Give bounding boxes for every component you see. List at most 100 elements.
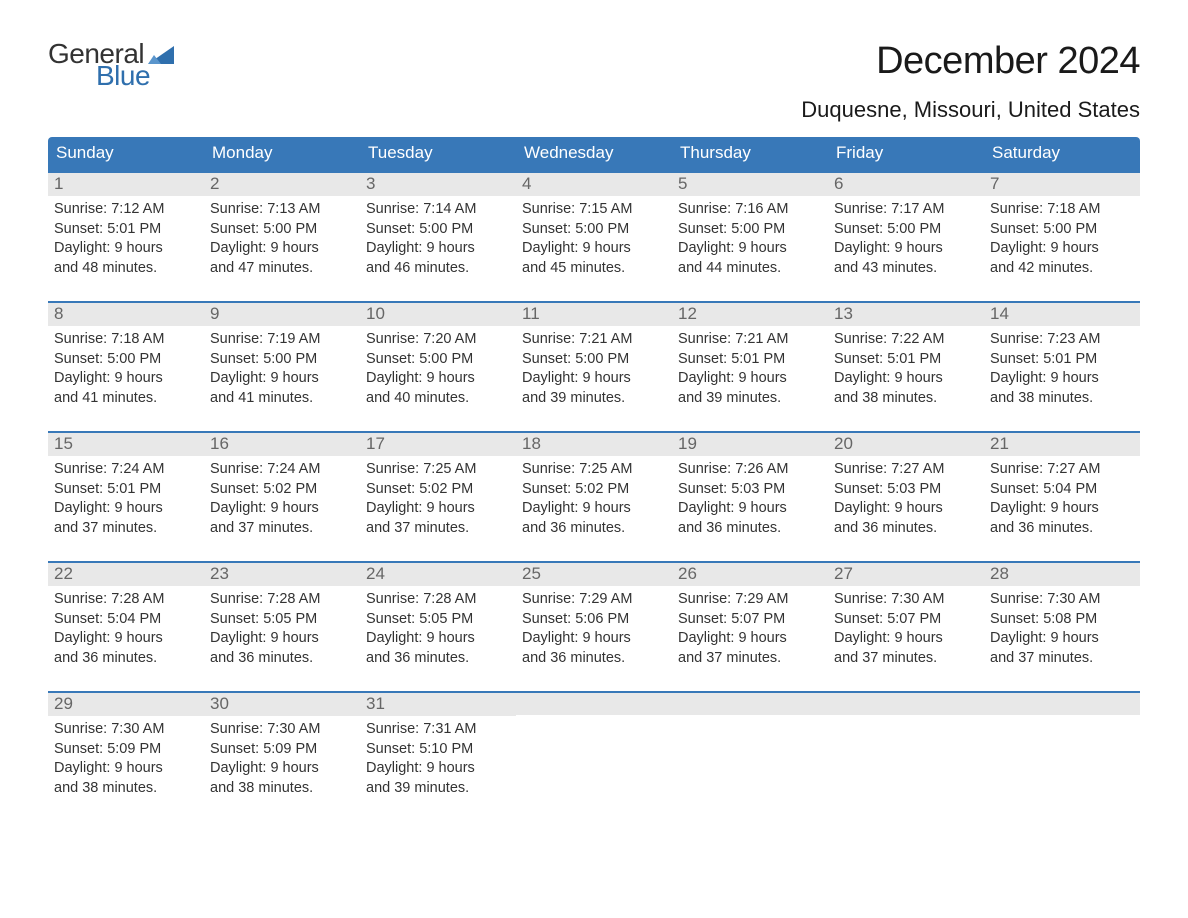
day-body: Sunrise: 7:27 AMSunset: 5:04 PMDaylight:… bbox=[984, 456, 1140, 542]
day-body: Sunrise: 7:25 AMSunset: 5:02 PMDaylight:… bbox=[516, 456, 672, 542]
day-number: 23 bbox=[204, 563, 360, 586]
daylight-text-line2: and 36 minutes. bbox=[834, 519, 978, 539]
sunset-text: Sunset: 5:00 PM bbox=[210, 350, 354, 370]
daylight-text-line1: Daylight: 9 hours bbox=[834, 499, 978, 519]
sunrise-text: Sunrise: 7:13 AM bbox=[210, 200, 354, 220]
daylight-text-line1: Daylight: 9 hours bbox=[366, 239, 510, 259]
sunset-text: Sunset: 5:01 PM bbox=[678, 350, 822, 370]
weekday-label: Sunday bbox=[48, 137, 204, 171]
day-body: Sunrise: 7:30 AMSunset: 5:07 PMDaylight:… bbox=[828, 586, 984, 672]
day-cell: 30Sunrise: 7:30 AMSunset: 5:09 PMDayligh… bbox=[204, 693, 360, 803]
daylight-text-line2: and 37 minutes. bbox=[366, 519, 510, 539]
daylight-text-line1: Daylight: 9 hours bbox=[366, 629, 510, 649]
daylight-text-line2: and 48 minutes. bbox=[54, 259, 198, 279]
weekday-header-row: Sunday Monday Tuesday Wednesday Thursday… bbox=[48, 137, 1140, 171]
day-number: 12 bbox=[672, 303, 828, 326]
day-number: 26 bbox=[672, 563, 828, 586]
sunrise-text: Sunrise: 7:28 AM bbox=[210, 590, 354, 610]
daylight-text-line2: and 42 minutes. bbox=[990, 259, 1134, 279]
daylight-text-line2: and 37 minutes. bbox=[990, 649, 1134, 669]
sunrise-text: Sunrise: 7:12 AM bbox=[54, 200, 198, 220]
daylight-text-line2: and 41 minutes. bbox=[210, 389, 354, 409]
sunrise-text: Sunrise: 7:29 AM bbox=[522, 590, 666, 610]
sunset-text: Sunset: 5:03 PM bbox=[834, 480, 978, 500]
daylight-text-line2: and 36 minutes. bbox=[522, 519, 666, 539]
sunset-text: Sunset: 5:09 PM bbox=[54, 740, 198, 760]
daylight-text-line2: and 39 minutes. bbox=[678, 389, 822, 409]
day-cell: 24Sunrise: 7:28 AMSunset: 5:05 PMDayligh… bbox=[360, 563, 516, 673]
daylight-text-line1: Daylight: 9 hours bbox=[210, 759, 354, 779]
daylight-text-line1: Daylight: 9 hours bbox=[990, 499, 1134, 519]
daylight-text-line2: and 36 minutes. bbox=[54, 649, 198, 669]
day-cell: 12Sunrise: 7:21 AMSunset: 5:01 PMDayligh… bbox=[672, 303, 828, 413]
sunset-text: Sunset: 5:00 PM bbox=[54, 350, 198, 370]
sunrise-text: Sunrise: 7:29 AM bbox=[678, 590, 822, 610]
sunrise-text: Sunrise: 7:21 AM bbox=[678, 330, 822, 350]
day-cell: 6Sunrise: 7:17 AMSunset: 5:00 PMDaylight… bbox=[828, 173, 984, 283]
day-number: 30 bbox=[204, 693, 360, 716]
day-body: Sunrise: 7:29 AMSunset: 5:07 PMDaylight:… bbox=[672, 586, 828, 672]
calendar: Sunday Monday Tuesday Wednesday Thursday… bbox=[48, 137, 1140, 803]
day-body: Sunrise: 7:30 AMSunset: 5:08 PMDaylight:… bbox=[984, 586, 1140, 672]
sunset-text: Sunset: 5:08 PM bbox=[990, 610, 1134, 630]
daylight-text-line1: Daylight: 9 hours bbox=[366, 369, 510, 389]
day-number: 16 bbox=[204, 433, 360, 456]
day-cell: 17Sunrise: 7:25 AMSunset: 5:02 PMDayligh… bbox=[360, 433, 516, 543]
day-body: Sunrise: 7:14 AMSunset: 5:00 PMDaylight:… bbox=[360, 196, 516, 282]
daylight-text-line2: and 37 minutes. bbox=[834, 649, 978, 669]
day-number: 22 bbox=[48, 563, 204, 586]
day-cell: 3Sunrise: 7:14 AMSunset: 5:00 PMDaylight… bbox=[360, 173, 516, 283]
day-body: Sunrise: 7:21 AMSunset: 5:01 PMDaylight:… bbox=[672, 326, 828, 412]
daylight-text-line1: Daylight: 9 hours bbox=[54, 499, 198, 519]
day-cell: 7Sunrise: 7:18 AMSunset: 5:00 PMDaylight… bbox=[984, 173, 1140, 283]
daylight-text-line2: and 45 minutes. bbox=[522, 259, 666, 279]
day-body: Sunrise: 7:28 AMSunset: 5:05 PMDaylight:… bbox=[360, 586, 516, 672]
sunset-text: Sunset: 5:02 PM bbox=[366, 480, 510, 500]
sunset-text: Sunset: 5:04 PM bbox=[990, 480, 1134, 500]
day-cell: 8Sunrise: 7:18 AMSunset: 5:00 PMDaylight… bbox=[48, 303, 204, 413]
sunrise-text: Sunrise: 7:26 AM bbox=[678, 460, 822, 480]
day-number: 31 bbox=[360, 693, 516, 716]
day-number: 11 bbox=[516, 303, 672, 326]
day-number: 25 bbox=[516, 563, 672, 586]
day-cell: 14Sunrise: 7:23 AMSunset: 5:01 PMDayligh… bbox=[984, 303, 1140, 413]
daylight-text-line2: and 37 minutes. bbox=[678, 649, 822, 669]
day-cell: 20Sunrise: 7:27 AMSunset: 5:03 PMDayligh… bbox=[828, 433, 984, 543]
daylight-text-line2: and 38 minutes. bbox=[834, 389, 978, 409]
title-block: December 2024 Duquesne, Missouri, United… bbox=[801, 40, 1140, 123]
day-body: Sunrise: 7:28 AMSunset: 5:04 PMDaylight:… bbox=[48, 586, 204, 672]
location-subtitle: Duquesne, Missouri, United States bbox=[801, 97, 1140, 123]
daylight-text-line1: Daylight: 9 hours bbox=[522, 369, 666, 389]
daylight-text-line1: Daylight: 9 hours bbox=[54, 629, 198, 649]
sunrise-text: Sunrise: 7:17 AM bbox=[834, 200, 978, 220]
day-body: Sunrise: 7:28 AMSunset: 5:05 PMDaylight:… bbox=[204, 586, 360, 672]
daylight-text-line1: Daylight: 9 hours bbox=[678, 369, 822, 389]
daylight-text-line2: and 40 minutes. bbox=[366, 389, 510, 409]
day-number: 2 bbox=[204, 173, 360, 196]
sunset-text: Sunset: 5:01 PM bbox=[834, 350, 978, 370]
day-cell: 15Sunrise: 7:24 AMSunset: 5:01 PMDayligh… bbox=[48, 433, 204, 543]
daylight-text-line1: Daylight: 9 hours bbox=[54, 759, 198, 779]
daylight-text-line2: and 47 minutes. bbox=[210, 259, 354, 279]
day-cell: 22Sunrise: 7:28 AMSunset: 5:04 PMDayligh… bbox=[48, 563, 204, 673]
sunrise-text: Sunrise: 7:16 AM bbox=[678, 200, 822, 220]
day-body: Sunrise: 7:13 AMSunset: 5:00 PMDaylight:… bbox=[204, 196, 360, 282]
sunset-text: Sunset: 5:00 PM bbox=[366, 220, 510, 240]
day-number: 17 bbox=[360, 433, 516, 456]
daylight-text-line1: Daylight: 9 hours bbox=[210, 239, 354, 259]
logo-text-blue: Blue bbox=[96, 62, 174, 90]
week-row: 15Sunrise: 7:24 AMSunset: 5:01 PMDayligh… bbox=[48, 431, 1140, 543]
empty-day-header bbox=[672, 693, 828, 715]
daylight-text-line2: and 38 minutes. bbox=[990, 389, 1134, 409]
day-cell: 31Sunrise: 7:31 AMSunset: 5:10 PMDayligh… bbox=[360, 693, 516, 803]
day-body: Sunrise: 7:26 AMSunset: 5:03 PMDaylight:… bbox=[672, 456, 828, 542]
empty-day-header bbox=[516, 693, 672, 715]
sunrise-text: Sunrise: 7:14 AM bbox=[366, 200, 510, 220]
logo: General Blue bbox=[48, 40, 174, 90]
empty-day-cell bbox=[984, 693, 1140, 803]
empty-day-cell bbox=[828, 693, 984, 803]
day-body: Sunrise: 7:20 AMSunset: 5:00 PMDaylight:… bbox=[360, 326, 516, 412]
sunset-text: Sunset: 5:00 PM bbox=[522, 220, 666, 240]
day-number: 7 bbox=[984, 173, 1140, 196]
day-number: 29 bbox=[48, 693, 204, 716]
